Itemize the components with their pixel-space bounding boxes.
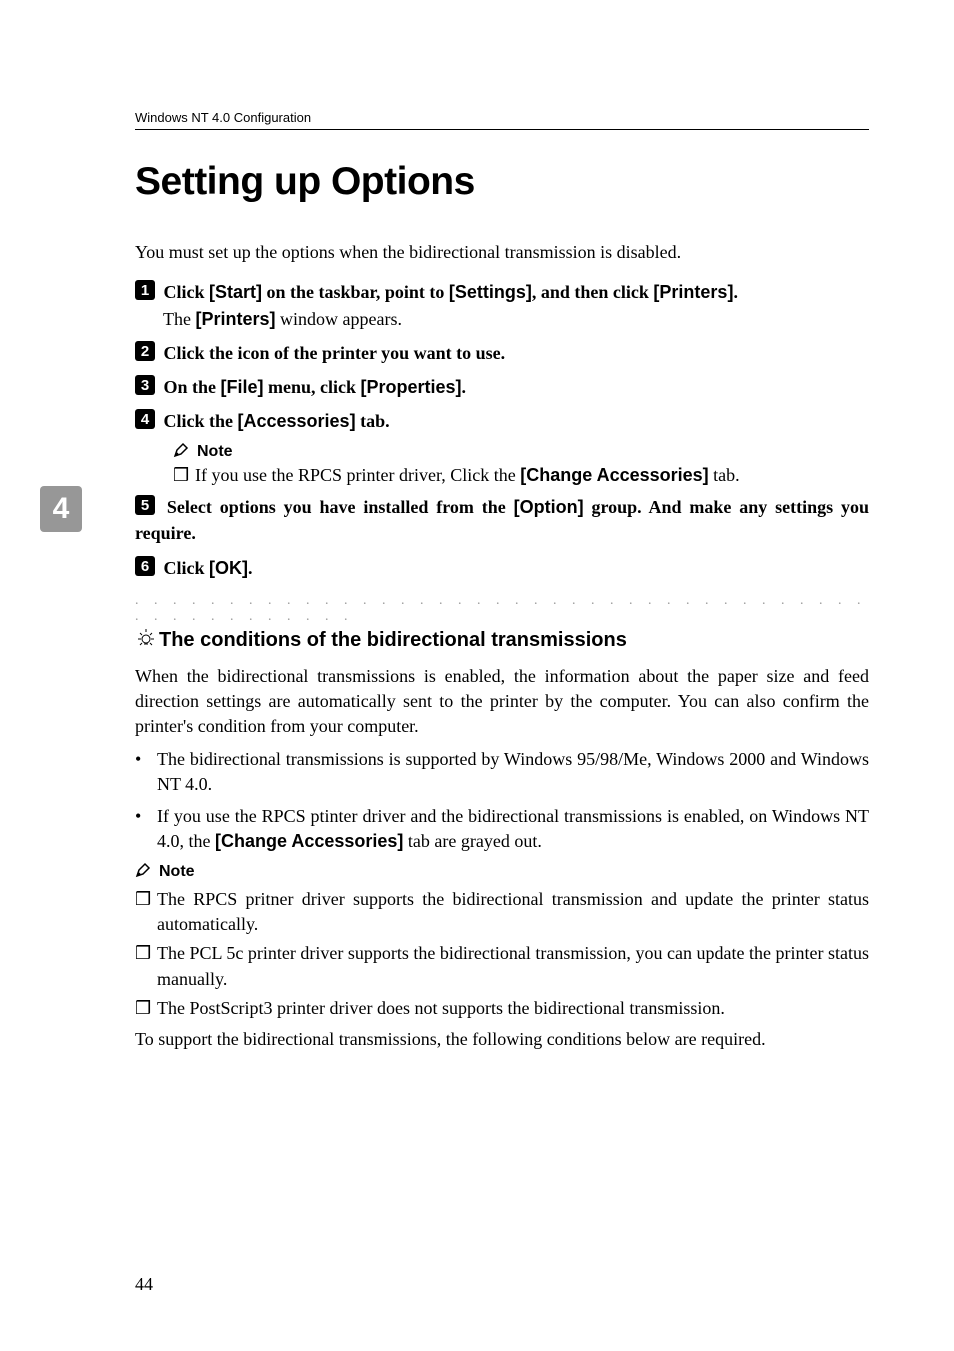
- step-text: Click [Start] on the taskbar, point to […: [164, 282, 738, 302]
- note-item: ❒ If you use the RPCS printer driver, Cl…: [173, 465, 869, 486]
- note-item: ❒The RPCS pritner driver supports the bi…: [135, 887, 869, 937]
- step-number-icon: 4: [135, 409, 155, 429]
- step-number-icon: 5: [135, 495, 155, 515]
- pencil-icon: [173, 442, 189, 463]
- pencil-icon: [135, 862, 151, 883]
- intro-text: You must set up the options when the bid…: [135, 242, 869, 263]
- step-text: Click [OK].: [164, 558, 253, 578]
- step-2: 2 Click the icon of the printer you want…: [135, 340, 869, 366]
- svg-text:4: 4: [141, 411, 150, 428]
- lightbulb-icon: [135, 627, 157, 654]
- svg-text:1: 1: [141, 282, 149, 299]
- tip-header: The conditions of the bidirectional tran…: [135, 627, 869, 654]
- step-4: 4 Click the [Accessories] tab. Note ❒ If…: [135, 408, 869, 486]
- note-item: ❒The PCL 5c printer driver supports the …: [135, 941, 869, 991]
- step-number-icon: 2: [135, 341, 155, 361]
- step-text: Click the icon of the printer you want t…: [164, 343, 506, 363]
- step-text: Click the [Accessories] tab.: [164, 411, 390, 431]
- tip-paragraph: When the bidirectional transmissions is …: [135, 664, 869, 740]
- svg-text:2: 2: [141, 343, 149, 360]
- running-header: Windows NT 4.0 Configuration: [135, 110, 869, 130]
- tip-title: The conditions of the bidirectional tran…: [159, 629, 627, 652]
- svg-text:6: 6: [141, 558, 149, 575]
- divider-dots: . . . . . . . . . . . . . . . . . . . . …: [135, 593, 869, 625]
- step-text: Select options you have installed from t…: [135, 497, 869, 543]
- step-text: On the [File] menu, click [Properties].: [164, 377, 467, 397]
- step-6: 6 Click [OK].: [135, 555, 869, 581]
- step-5: 5 Select options you have installed from…: [135, 494, 869, 546]
- note-section: Note ❒The RPCS pritner driver supports t…: [135, 862, 869, 1021]
- note-item: ❒The PostScript3 printer driver does not…: [135, 996, 869, 1021]
- list-item: •If you use the RPCS ptinter driver and …: [135, 804, 869, 854]
- svg-text:5: 5: [141, 497, 149, 514]
- step-number-icon: 1: [135, 280, 155, 300]
- page-number: 44: [135, 1274, 153, 1295]
- step-number-icon: 3: [135, 375, 155, 395]
- section-tab: 4: [40, 486, 82, 532]
- page-title: Setting up Options: [135, 160, 869, 204]
- step-3: 3 On the [File] menu, click [Properties]…: [135, 374, 869, 400]
- svg-text:3: 3: [141, 377, 149, 394]
- step-body: The [Printers] window appears.: [163, 309, 869, 330]
- tip-bullet-list: •The bidirectional transmissions is supp…: [135, 747, 869, 854]
- closing-text: To support the bidirectional transmissio…: [135, 1027, 869, 1052]
- note-header: Note: [173, 442, 869, 463]
- list-item: •The bidirectional transmissions is supp…: [135, 747, 869, 797]
- step-number-icon: 6: [135, 556, 155, 576]
- step-1: 1 Click [Start] on the taskbar, point to…: [135, 279, 869, 330]
